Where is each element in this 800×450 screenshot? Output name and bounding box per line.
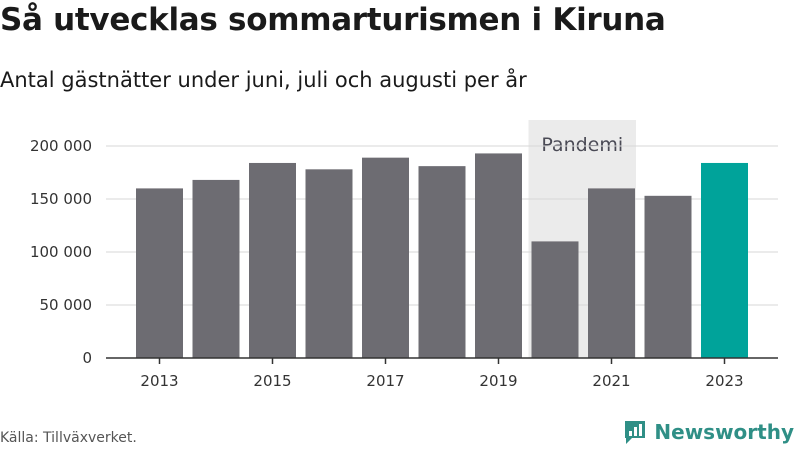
bar-2016 [305,169,353,358]
bar-2018 [418,166,466,358]
y-tick-label: 150 000 [30,190,92,208]
x-tick-label: 2023 [705,372,743,390]
chart-title: Så utvecklas sommarturismen i Kiruna [0,2,666,38]
bar-2013 [136,188,183,358]
newsworthy-logo-text: Newsworthy [654,420,794,444]
bar-2017 [362,157,409,358]
y-tick-label: 100 000 [30,243,92,261]
bar-2015 [249,162,296,358]
bar-chart: Pandemi 0 50 000 100 000 150 000 200 000 2013 2… [30,120,778,390]
bar-2022 [644,195,692,358]
newsworthy-logo: Newsworthy [622,419,794,445]
source-note: Källa: Tillväxverket. [0,430,137,446]
bar-2023 [701,162,748,358]
y-tick-label: 0 [82,349,92,367]
x-tick-label: 2019 [479,372,517,390]
x-tick-label: 2015 [253,372,291,390]
bar-2020 [531,241,579,358]
bar-2021 [588,188,635,358]
x-tick-label: 2021 [592,372,630,390]
bar-2019 [475,153,522,358]
y-tick-label: 200 000 [30,137,92,155]
pandemic-label: Pandemi [541,134,623,156]
x-tick-label: 2017 [366,372,404,390]
newsworthy-logo-icon [625,421,646,444]
chart-subtitle: Antal gästnätter under juni, juli och au… [0,68,527,92]
bar-2014 [192,179,240,358]
x-tick-label: 2013 [140,372,178,390]
y-tick-label: 50 000 [40,296,93,314]
